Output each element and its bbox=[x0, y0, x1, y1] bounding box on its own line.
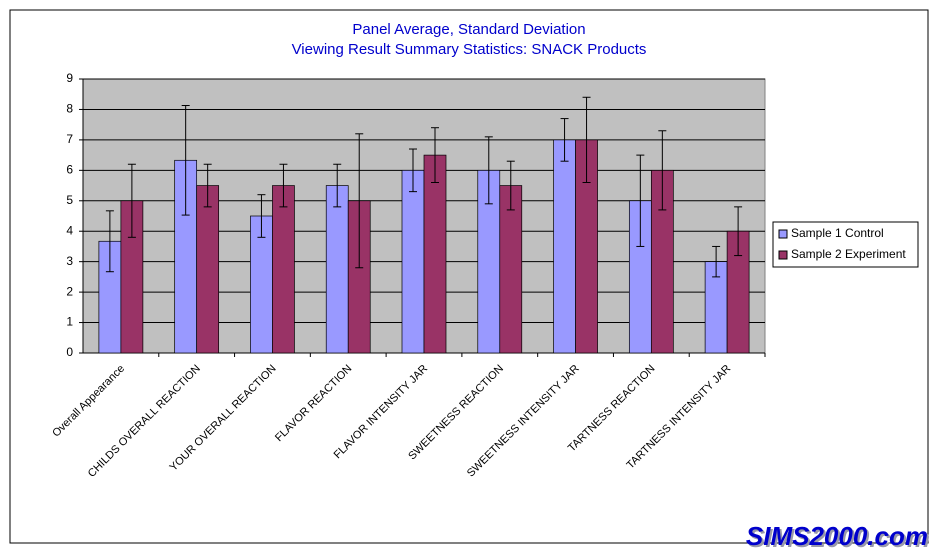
error-bar bbox=[560, 118, 569, 162]
error-bar bbox=[484, 136, 493, 205]
watermark-shadow: SIMS2000.com bbox=[748, 523, 930, 553]
bar bbox=[272, 185, 295, 354]
bar bbox=[423, 154, 447, 354]
error-bar bbox=[409, 148, 417, 193]
error-bar bbox=[431, 127, 439, 184]
error-bar bbox=[734, 206, 743, 257]
watermark: SIMS2000.com bbox=[746, 521, 928, 551]
y-tick-label: 2 bbox=[66, 284, 73, 298]
y-tick-label: 1 bbox=[66, 315, 73, 329]
error-bar bbox=[105, 210, 114, 273]
y-tick-label: 0 bbox=[66, 345, 73, 359]
chart-subtitle: Viewing Result Summary Statistics: SNACK… bbox=[292, 41, 647, 58]
y-tick-label: 4 bbox=[66, 223, 73, 237]
chart-title: Panel Average, Standard Deviation bbox=[352, 21, 585, 38]
error-bar bbox=[582, 96, 591, 184]
error-bar bbox=[712, 245, 721, 278]
y-tick-label: 5 bbox=[66, 193, 73, 207]
bar bbox=[499, 185, 523, 354]
y-tick-label: 8 bbox=[66, 102, 73, 116]
error-bar bbox=[636, 154, 645, 247]
error-bar bbox=[203, 163, 212, 208]
legend-swatch bbox=[778, 229, 788, 239]
legend-label: Sample 2 Experiment bbox=[791, 247, 906, 261]
error-bar bbox=[506, 160, 515, 211]
y-tick-label: 3 bbox=[66, 254, 73, 268]
error-bar bbox=[127, 163, 136, 238]
legend-swatch bbox=[778, 250, 788, 260]
bar bbox=[553, 139, 576, 354]
y-tick-label: 6 bbox=[66, 163, 73, 177]
bar bbox=[196, 185, 220, 354]
bar bbox=[325, 185, 349, 354]
error-bar bbox=[279, 163, 288, 208]
error-bar bbox=[257, 194, 266, 238]
error-bar bbox=[181, 104, 190, 216]
legend-label: Sample 1 Control bbox=[791, 226, 884, 240]
legend-box bbox=[772, 221, 919, 268]
error-bar bbox=[355, 133, 364, 269]
error-bar bbox=[658, 130, 667, 211]
error-bar bbox=[333, 163, 342, 208]
y-tick-label: 9 bbox=[66, 71, 73, 85]
y-tick-label: 7 bbox=[66, 132, 73, 146]
bar bbox=[401, 169, 425, 354]
